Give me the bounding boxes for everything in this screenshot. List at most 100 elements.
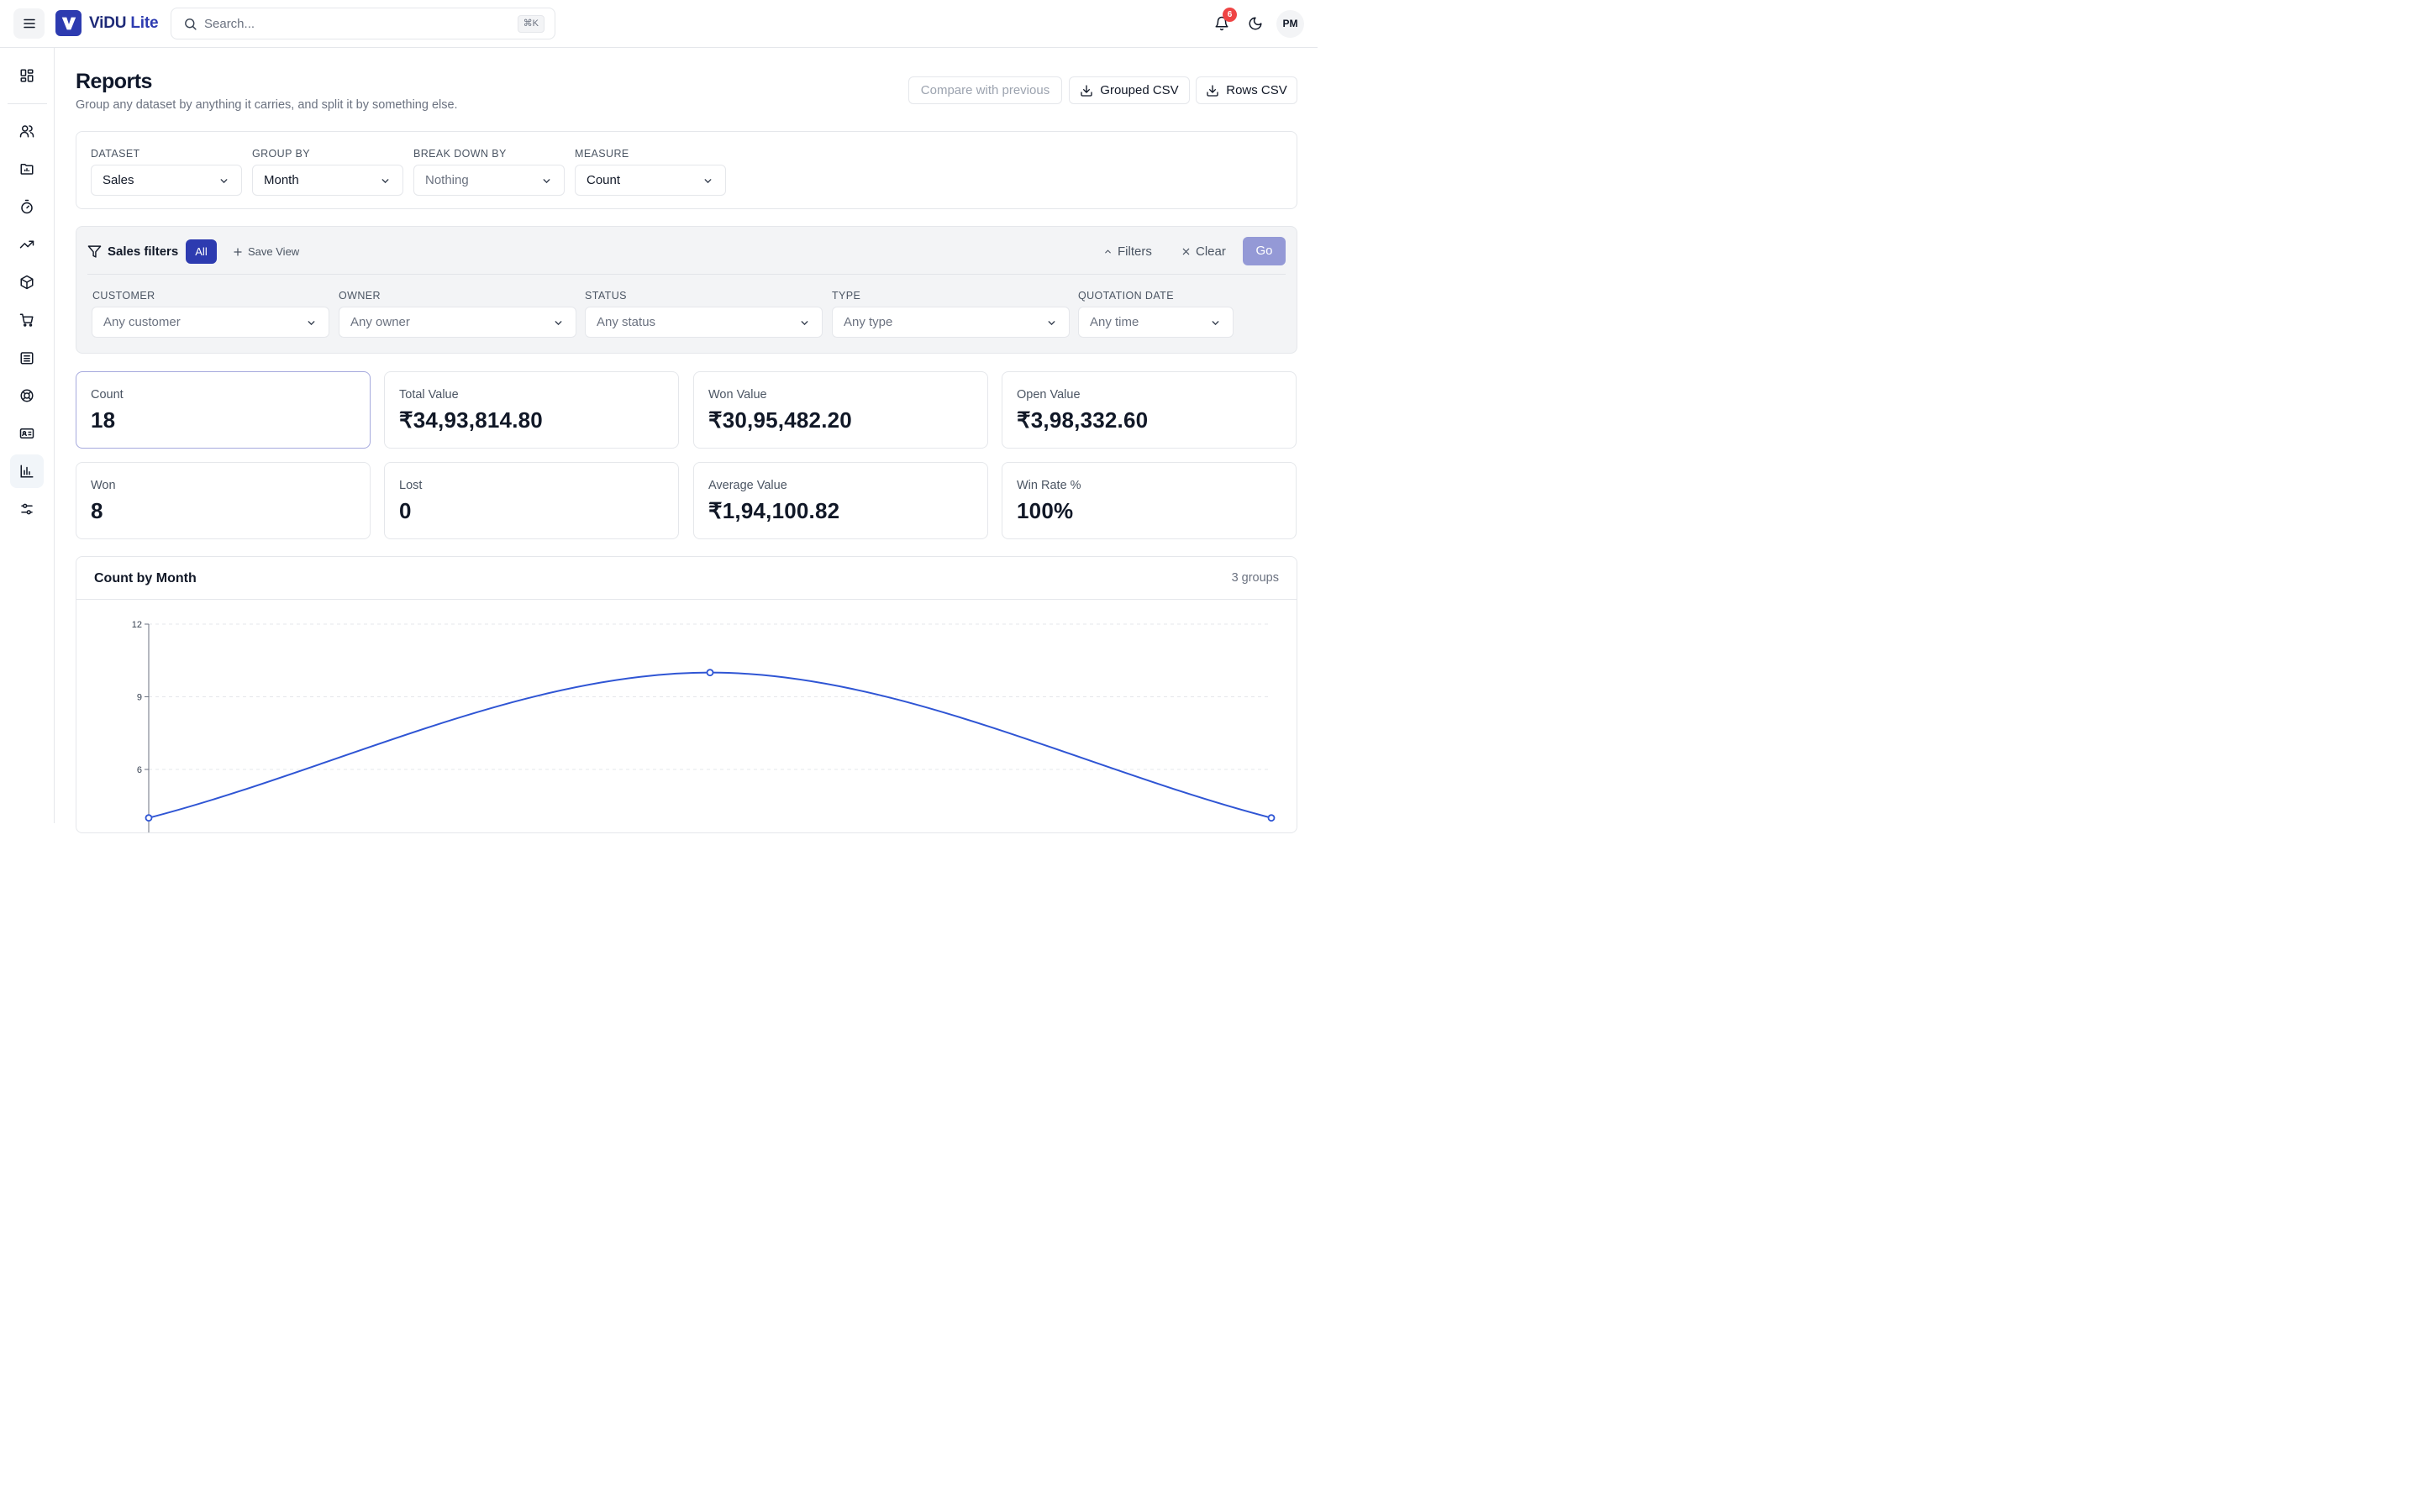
measure-select[interactable]: Count xyxy=(575,165,726,196)
app-logo[interactable]: ViDU Lite xyxy=(55,10,159,36)
sidebar-item-contacts[interactable] xyxy=(14,421,39,446)
rows-csv-label: Rows CSV xyxy=(1226,83,1287,97)
stat-value: 0 xyxy=(399,498,412,523)
chevron-down-icon xyxy=(704,179,712,184)
stat-label: Open Value xyxy=(1017,388,1081,402)
stat-card-average-value[interactable]: Average Value ₹1,94,100.82 xyxy=(693,462,988,539)
sidebar-item-settings[interactable] xyxy=(14,496,39,522)
data-point xyxy=(145,814,153,822)
go-button[interactable]: Go xyxy=(1243,237,1286,265)
report-config-card: Dataset Sales Group by Month Break down … xyxy=(76,131,1297,209)
close-icon xyxy=(1182,248,1190,255)
lifebuoy-icon xyxy=(20,389,34,402)
sidebar-item-timesheets[interactable] xyxy=(14,194,39,219)
chart-card: Count by Month 3 groups 36912 xyxy=(76,556,1297,833)
stat-value: 8 xyxy=(91,498,103,523)
stat-card-won[interactable]: Won 8 xyxy=(76,462,371,539)
group-by-select[interactable]: Month xyxy=(252,165,403,196)
break-down-by-label: Break down by xyxy=(413,148,507,160)
chevron-down-icon xyxy=(308,321,315,326)
stat-card-total-value[interactable]: Total Value ₹34,93,814.80 xyxy=(384,371,679,449)
stat-label: Average Value xyxy=(708,479,787,492)
menu-button[interactable] xyxy=(13,8,45,39)
type-filter-value: Any type xyxy=(844,315,893,329)
sidebar xyxy=(0,48,55,823)
break-down-by-value: Nothing xyxy=(425,173,469,187)
trending-up-icon xyxy=(19,240,34,249)
customer-filter-value: Any customer xyxy=(103,315,181,329)
cart-icon xyxy=(19,313,34,327)
timer-icon xyxy=(21,199,33,214)
grouped-csv-label: Grouped CSV xyxy=(1100,83,1179,97)
stat-card-won-value[interactable]: Won Value ₹30,95,482.20 xyxy=(693,371,988,449)
stat-label: Lost xyxy=(399,479,423,492)
type-filter-select[interactable]: Any type xyxy=(832,307,1070,338)
moon-icon xyxy=(1249,17,1262,30)
chevron-down-icon xyxy=(381,179,389,184)
chevron-down-icon xyxy=(1212,321,1219,326)
stat-value: ₹1,94,100.82 xyxy=(708,498,840,523)
download-icon xyxy=(1207,84,1218,97)
data-point xyxy=(1267,814,1276,822)
chart-group-count: 3 groups xyxy=(1231,571,1279,585)
stat-value: ₹34,93,814.80 xyxy=(399,407,543,433)
stat-card-count[interactable]: Count 18 xyxy=(76,371,371,449)
owner-filter-label: Owner xyxy=(339,290,381,302)
top-bar: ViDU Lite ⌘K 6 PM xyxy=(0,0,1318,48)
sidebar-item-orders[interactable] xyxy=(14,307,39,333)
app-name: ViDU Lite xyxy=(89,13,159,32)
group-by-label: Group by xyxy=(252,148,310,160)
status-filter-select[interactable]: Any status xyxy=(585,307,823,338)
folder-chart-icon xyxy=(20,164,34,175)
status-filter-value: Any status xyxy=(597,315,656,329)
theme-toggle-button[interactable] xyxy=(1242,10,1269,37)
measure-label: Measure xyxy=(575,148,629,160)
sidebar-item-projects[interactable] xyxy=(14,156,39,181)
stat-card-lost[interactable]: Lost 0 xyxy=(384,462,679,539)
filters-toggle-button[interactable]: Filters xyxy=(1103,244,1152,259)
filters-toggle-label: Filters xyxy=(1118,244,1152,259)
stat-label: Won Value xyxy=(708,388,767,402)
sidebar-item-support[interactable] xyxy=(14,383,39,408)
sidebar-item-products[interactable] xyxy=(14,270,39,295)
stat-card-win-rate[interactable]: Win Rate % 100% xyxy=(1002,462,1297,539)
search-input[interactable] xyxy=(204,16,507,31)
download-icon xyxy=(1081,84,1092,97)
clear-filters-button[interactable]: Clear xyxy=(1181,244,1226,259)
quotation-date-filter-label: Quotation Date xyxy=(1078,290,1174,302)
sidebar-divider xyxy=(8,103,47,104)
customer-filter-select[interactable]: Any customer xyxy=(92,307,329,338)
customer-filter-label: Customer xyxy=(92,290,155,302)
page-subtitle: Group any dataset by anything it carries… xyxy=(76,98,458,112)
owner-filter-select[interactable]: Any owner xyxy=(339,307,576,338)
sidebar-item-reports[interactable] xyxy=(10,454,44,488)
sidebar-item-inventory[interactable] xyxy=(14,345,39,370)
owner-filter-value: Any owner xyxy=(350,315,410,329)
measure-value: Count xyxy=(587,173,621,187)
sidebar-item-dashboard[interactable] xyxy=(14,63,39,88)
sliders-icon xyxy=(21,503,33,515)
hamburger-icon xyxy=(23,18,35,29)
y-tick-label: 9 xyxy=(137,693,142,703)
break-down-by-select[interactable]: Nothing xyxy=(413,165,565,196)
search-box[interactable]: ⌘K xyxy=(171,8,555,39)
sidebar-item-users[interactable] xyxy=(14,118,39,144)
avatar[interactable]: PM xyxy=(1276,10,1304,38)
chevron-down-icon xyxy=(543,179,550,184)
quotation-date-filter-select[interactable]: Any time xyxy=(1078,307,1234,338)
grouped-csv-button[interactable]: Grouped CSV xyxy=(1069,76,1190,104)
rows-csv-button[interactable]: Rows CSV xyxy=(1196,76,1297,104)
sidebar-item-sales[interactable] xyxy=(14,232,39,257)
stat-label: Win Rate % xyxy=(1017,479,1081,492)
all-view-pill[interactable]: All xyxy=(186,239,217,264)
dataset-value: Sales xyxy=(103,173,134,187)
save-view-button[interactable]: Save View xyxy=(233,245,299,258)
users-icon xyxy=(19,125,34,138)
dataset-select[interactable]: Sales xyxy=(91,165,242,196)
chevron-down-icon xyxy=(1048,321,1055,326)
filters-panel: Sales filters All Save View Filters Clea… xyxy=(76,226,1297,354)
notifications-button[interactable]: 6 xyxy=(1208,8,1237,37)
stat-card-open-value[interactable]: Open Value ₹3,98,332.60 xyxy=(1002,371,1297,449)
compare-with-previous-button[interactable]: Compare with previous xyxy=(908,76,1062,104)
plus-icon xyxy=(234,247,242,256)
